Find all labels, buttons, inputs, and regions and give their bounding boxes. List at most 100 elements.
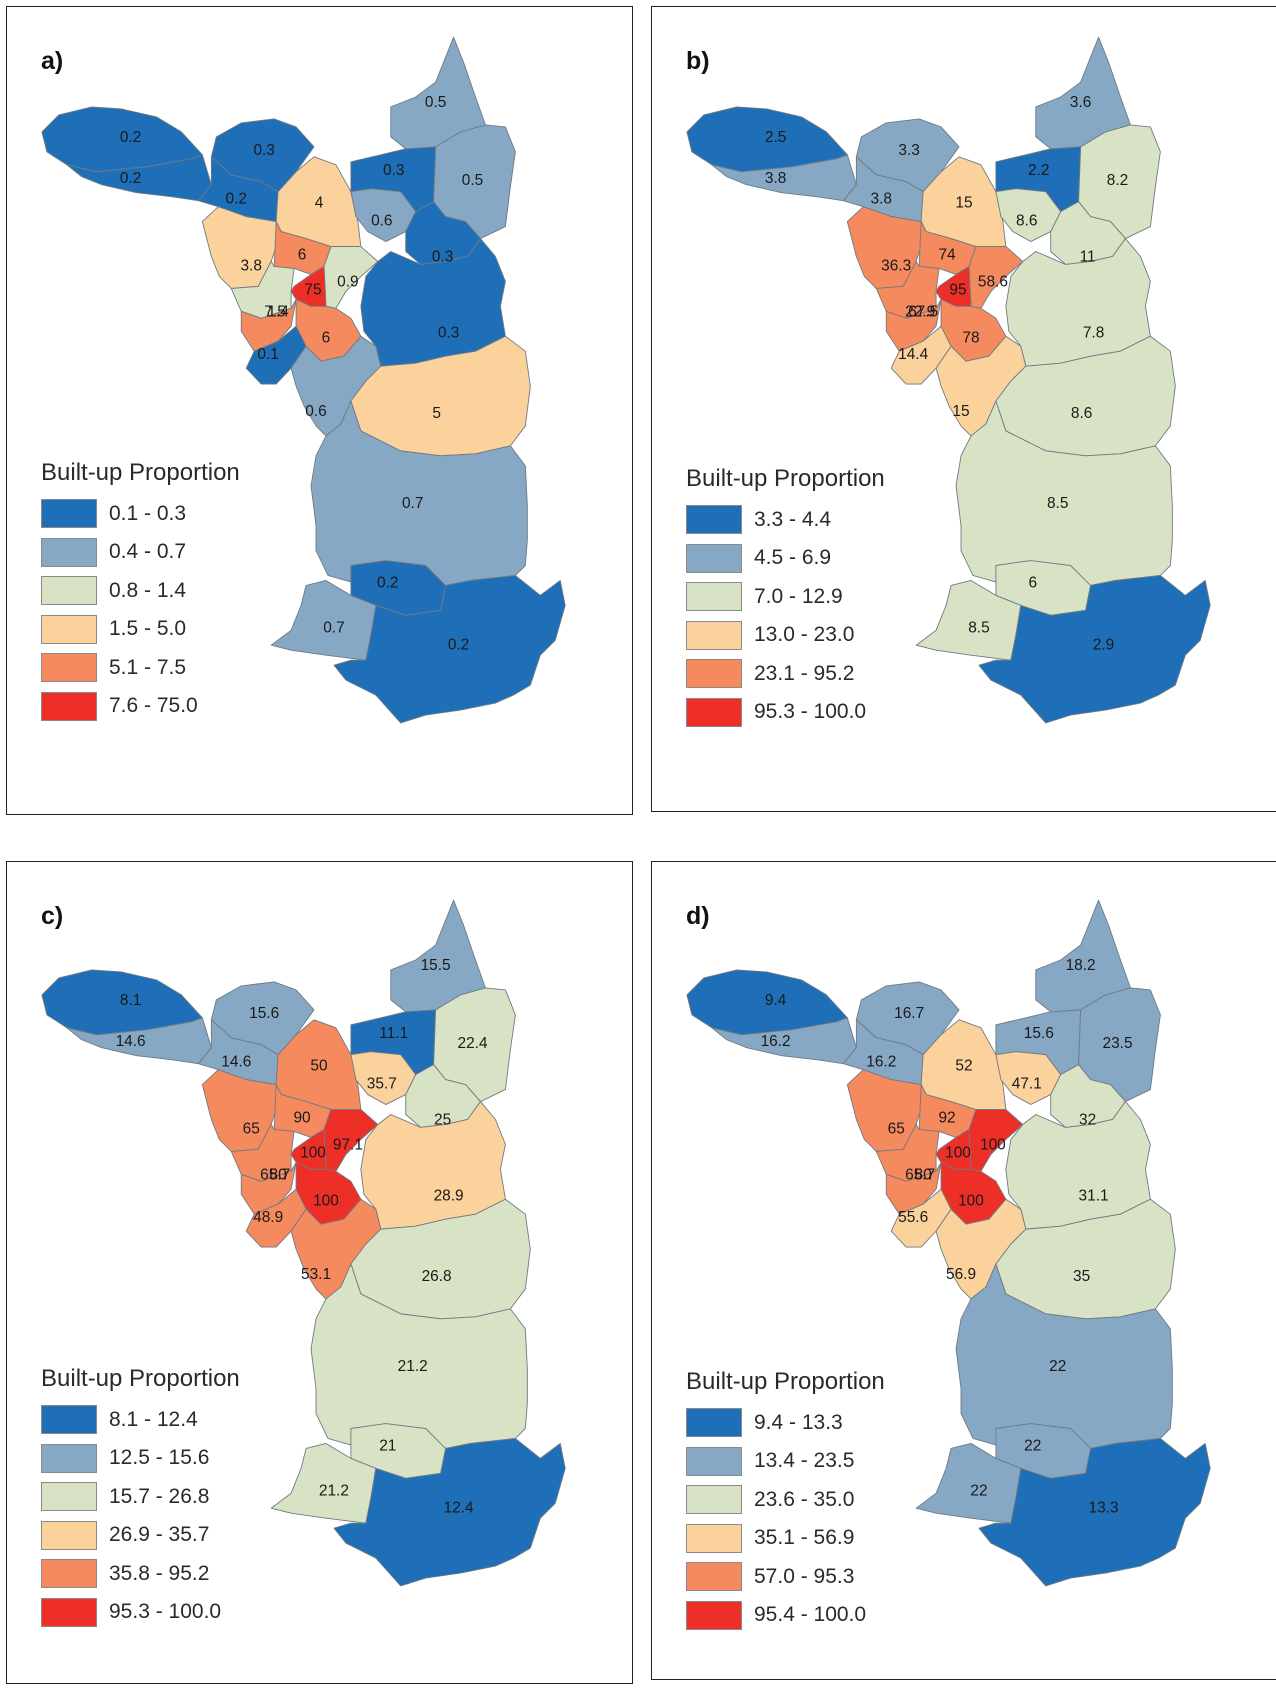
- legend-swatch: [686, 1562, 742, 1591]
- legend-swatch: [41, 499, 97, 528]
- zone-value-label: 8.6: [1071, 405, 1092, 422]
- zone-value-label: 3.8: [871, 191, 892, 208]
- legend-range: 0.1 - 0.3: [109, 501, 187, 525]
- zone-value-label: 35.7: [367, 1076, 397, 1093]
- legend-row: 0.4 - 0.7: [41, 537, 240, 567]
- zone-value-label: 11: [1080, 249, 1096, 266]
- zone-value-label: 97.1: [333, 1136, 363, 1153]
- legend-range: 23.6 - 35.0: [754, 1487, 855, 1511]
- legend-row: 3.3 - 4.4: [686, 505, 885, 534]
- zone-value-label: 2.9: [1093, 636, 1114, 653]
- zone-value-label: 14.6: [221, 1054, 251, 1071]
- zone-value-label: 3.6: [1070, 94, 1091, 111]
- zone-value-label: 0.7: [402, 495, 423, 512]
- legend-swatch: [686, 1408, 742, 1437]
- zone-value-label: 16.7: [894, 1005, 924, 1022]
- legend-row: 4.5 - 6.9: [686, 543, 885, 573]
- zone-value-label: 22.9: [905, 303, 935, 320]
- zone-value-label: 0.1: [257, 346, 278, 363]
- zone-value-label: 65: [243, 1121, 260, 1138]
- map-panel-c: 8.1 14.6 15.6 14.6 50 11.1 15.5 22.4 35.7 25 65 90 8…: [6, 861, 633, 1684]
- legend-swatch: [41, 1443, 97, 1473]
- zone-group: 9.4 16.2 16.7 16.2 52 15.6 18.2 23.5 47.1 32 65 92 8…: [686, 899, 1211, 1587]
- zone-value-label: 65.7: [260, 1166, 290, 1183]
- zone-value-label: 4: [315, 195, 324, 212]
- legend-row: 95.4 - 100.0: [686, 1600, 885, 1630]
- zone-value-label: 28.9: [434, 1187, 464, 1204]
- legend-swatch: [686, 582, 742, 611]
- zone-value-label: 8.5: [1047, 495, 1068, 512]
- zone-region: [390, 36, 486, 150]
- zone-value-label: 6: [322, 329, 331, 346]
- zone-region: [915, 580, 1022, 661]
- legend-swatch: [686, 505, 742, 534]
- zone-value-label: 92: [938, 1110, 955, 1127]
- legend-swatch: [686, 659, 742, 688]
- zone-value-label: 65: [888, 1121, 905, 1138]
- legend-range: 1.5 - 5.0: [109, 617, 187, 640]
- legend-swatch: [686, 697, 742, 727]
- legend-range: 95.3 - 100.0: [754, 700, 867, 723]
- zone-value-label: 26.8: [422, 1268, 452, 1285]
- zone-value-label: 0.7: [323, 619, 344, 636]
- legend-range: 9.4 - 13.3: [754, 1410, 843, 1434]
- zone-region: [333, 1438, 566, 1587]
- zone-value-label: 56.9: [946, 1266, 976, 1283]
- zone-value-label: 16.2: [866, 1054, 896, 1071]
- legend-row: 7.0 - 12.9: [686, 582, 885, 611]
- zone-region: [978, 1438, 1211, 1587]
- legend-range: 7.6 - 75.0: [109, 694, 198, 717]
- legend-swatch: [41, 1482, 97, 1511]
- zone-value-label: 6: [1028, 575, 1037, 592]
- legend-range: 0.4 - 0.7: [109, 540, 187, 563]
- panel-label: d): [686, 902, 710, 930]
- zone-value-label: 80: [915, 1166, 932, 1183]
- zone-value-label: 100: [980, 1136, 1006, 1153]
- legend-title: Built-up Proportion: [41, 459, 240, 486]
- legend-row: 15.7 - 26.8: [41, 1482, 240, 1511]
- zone-value-label: 0.6: [305, 403, 326, 420]
- zone-value-label: 0.2: [120, 129, 141, 146]
- legend-row: 9.4 - 13.3: [686, 1408, 885, 1437]
- legend-swatch: [686, 543, 742, 573]
- zone-value-label: 80: [270, 1166, 287, 1183]
- zone-map: 9.4 16.2 16.7 16.2 52 15.6 18.2 23.5 47.1 32 65 92 8…: [686, 899, 1211, 1587]
- zone-value-label: 58.6: [978, 273, 1008, 290]
- legend-swatch: [41, 1405, 97, 1434]
- map-panel-b: 2.5 3.8 3.3 3.8 15 2.2 3.6 8.2 8.6 11 36.3 74 67.5 58…: [651, 6, 1276, 812]
- zone-value-label: 2.5: [765, 129, 786, 146]
- zone-value-label: 0.3: [253, 142, 274, 159]
- zone-value-label: 22: [1049, 1358, 1066, 1375]
- zone-value-label: 21.2: [398, 1358, 428, 1375]
- zone-group: 0.2 0.2 0.3 0.2 4 0.3 0.5 0.5 0.6 0.3 3.8 6 1.4 0.9 75…: [41, 36, 566, 724]
- legend-range: 12.5 - 15.6: [109, 1446, 210, 1469]
- zone-value-label: 67.5: [908, 303, 938, 320]
- zone-region: [955, 400, 1173, 586]
- zone-value-label: 3.3: [898, 142, 919, 159]
- zone-value-label: 90: [293, 1110, 310, 1127]
- legend-range: 95.4 - 100.0: [754, 1603, 867, 1626]
- legend-row: 95.3 - 100.0: [686, 697, 885, 727]
- legend-row: 5.1 - 7.5: [41, 653, 240, 682]
- legend-row: 13.4 - 23.5: [686, 1446, 885, 1476]
- zone-value-label: 22: [970, 1482, 987, 1499]
- zone-region: [1035, 899, 1131, 1013]
- zone-value-label: 35: [1073, 1268, 1090, 1285]
- legend: Built-up Proportion 8.1 - 12.4 12.5 - 15…: [41, 1365, 240, 1636]
- zone-value-label: 15: [955, 195, 972, 212]
- legend-range: 26.9 - 35.7: [109, 1523, 210, 1546]
- zone-region: [270, 580, 377, 661]
- legend-row: 23.1 - 95.2: [686, 659, 885, 688]
- zone-value-label: 15.5: [421, 957, 451, 974]
- legend-row: 35.1 - 56.9: [686, 1523, 885, 1553]
- legend-row: 35.8 - 95.2: [41, 1559, 240, 1588]
- zone-region: [955, 1263, 1173, 1449]
- legend-row: 12.5 - 15.6: [41, 1443, 240, 1473]
- zone-value-label: 0.9: [337, 273, 358, 290]
- zone-region: [978, 575, 1211, 724]
- zone-value-label: 7.5: [264, 303, 285, 320]
- legend-title: Built-up Proportion: [686, 465, 885, 492]
- zone-value-label: 8.6: [1016, 213, 1037, 230]
- zone-value-label: 0.5: [462, 172, 483, 189]
- zone-value-label: 100: [945, 1144, 971, 1161]
